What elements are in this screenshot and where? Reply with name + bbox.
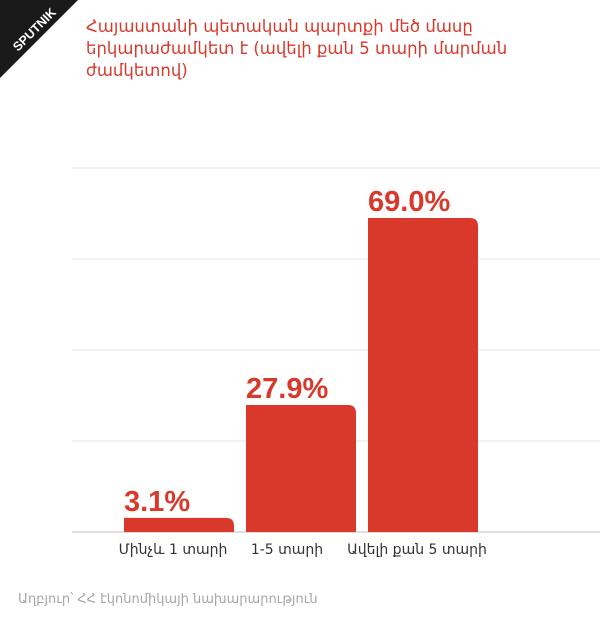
- x-tick-label: 1-5 տարի: [251, 542, 323, 558]
- data-label: 3.1%: [124, 486, 190, 518]
- bar: [368, 218, 478, 533]
- sputnik-logo: SPUTNIK: [0, 0, 78, 78]
- data-labels: 3.1% 27.9% 69.0%: [124, 186, 450, 518]
- bar: [124, 517, 234, 532]
- bars: [124, 218, 478, 533]
- data-label: 69.0%: [368, 186, 450, 218]
- source-note: Աղբյուր՝ ՀՀ էկոնոմիկայի նախարարություն: [18, 592, 318, 607]
- x-tick-label: Մինչև 1 տարի: [119, 542, 228, 558]
- x-tick-labels: Մինչև 1 տարի 1-5 տարի Ավելի քան 5 տարի: [119, 542, 487, 558]
- chart-title: Հայաստանի պետական պարտքի մեծ մասը երկարա…: [86, 17, 508, 80]
- data-label: 27.9%: [246, 373, 328, 405]
- x-tick-label: Ավելի քան 5 տարի: [347, 542, 487, 558]
- bar: [246, 405, 356, 532]
